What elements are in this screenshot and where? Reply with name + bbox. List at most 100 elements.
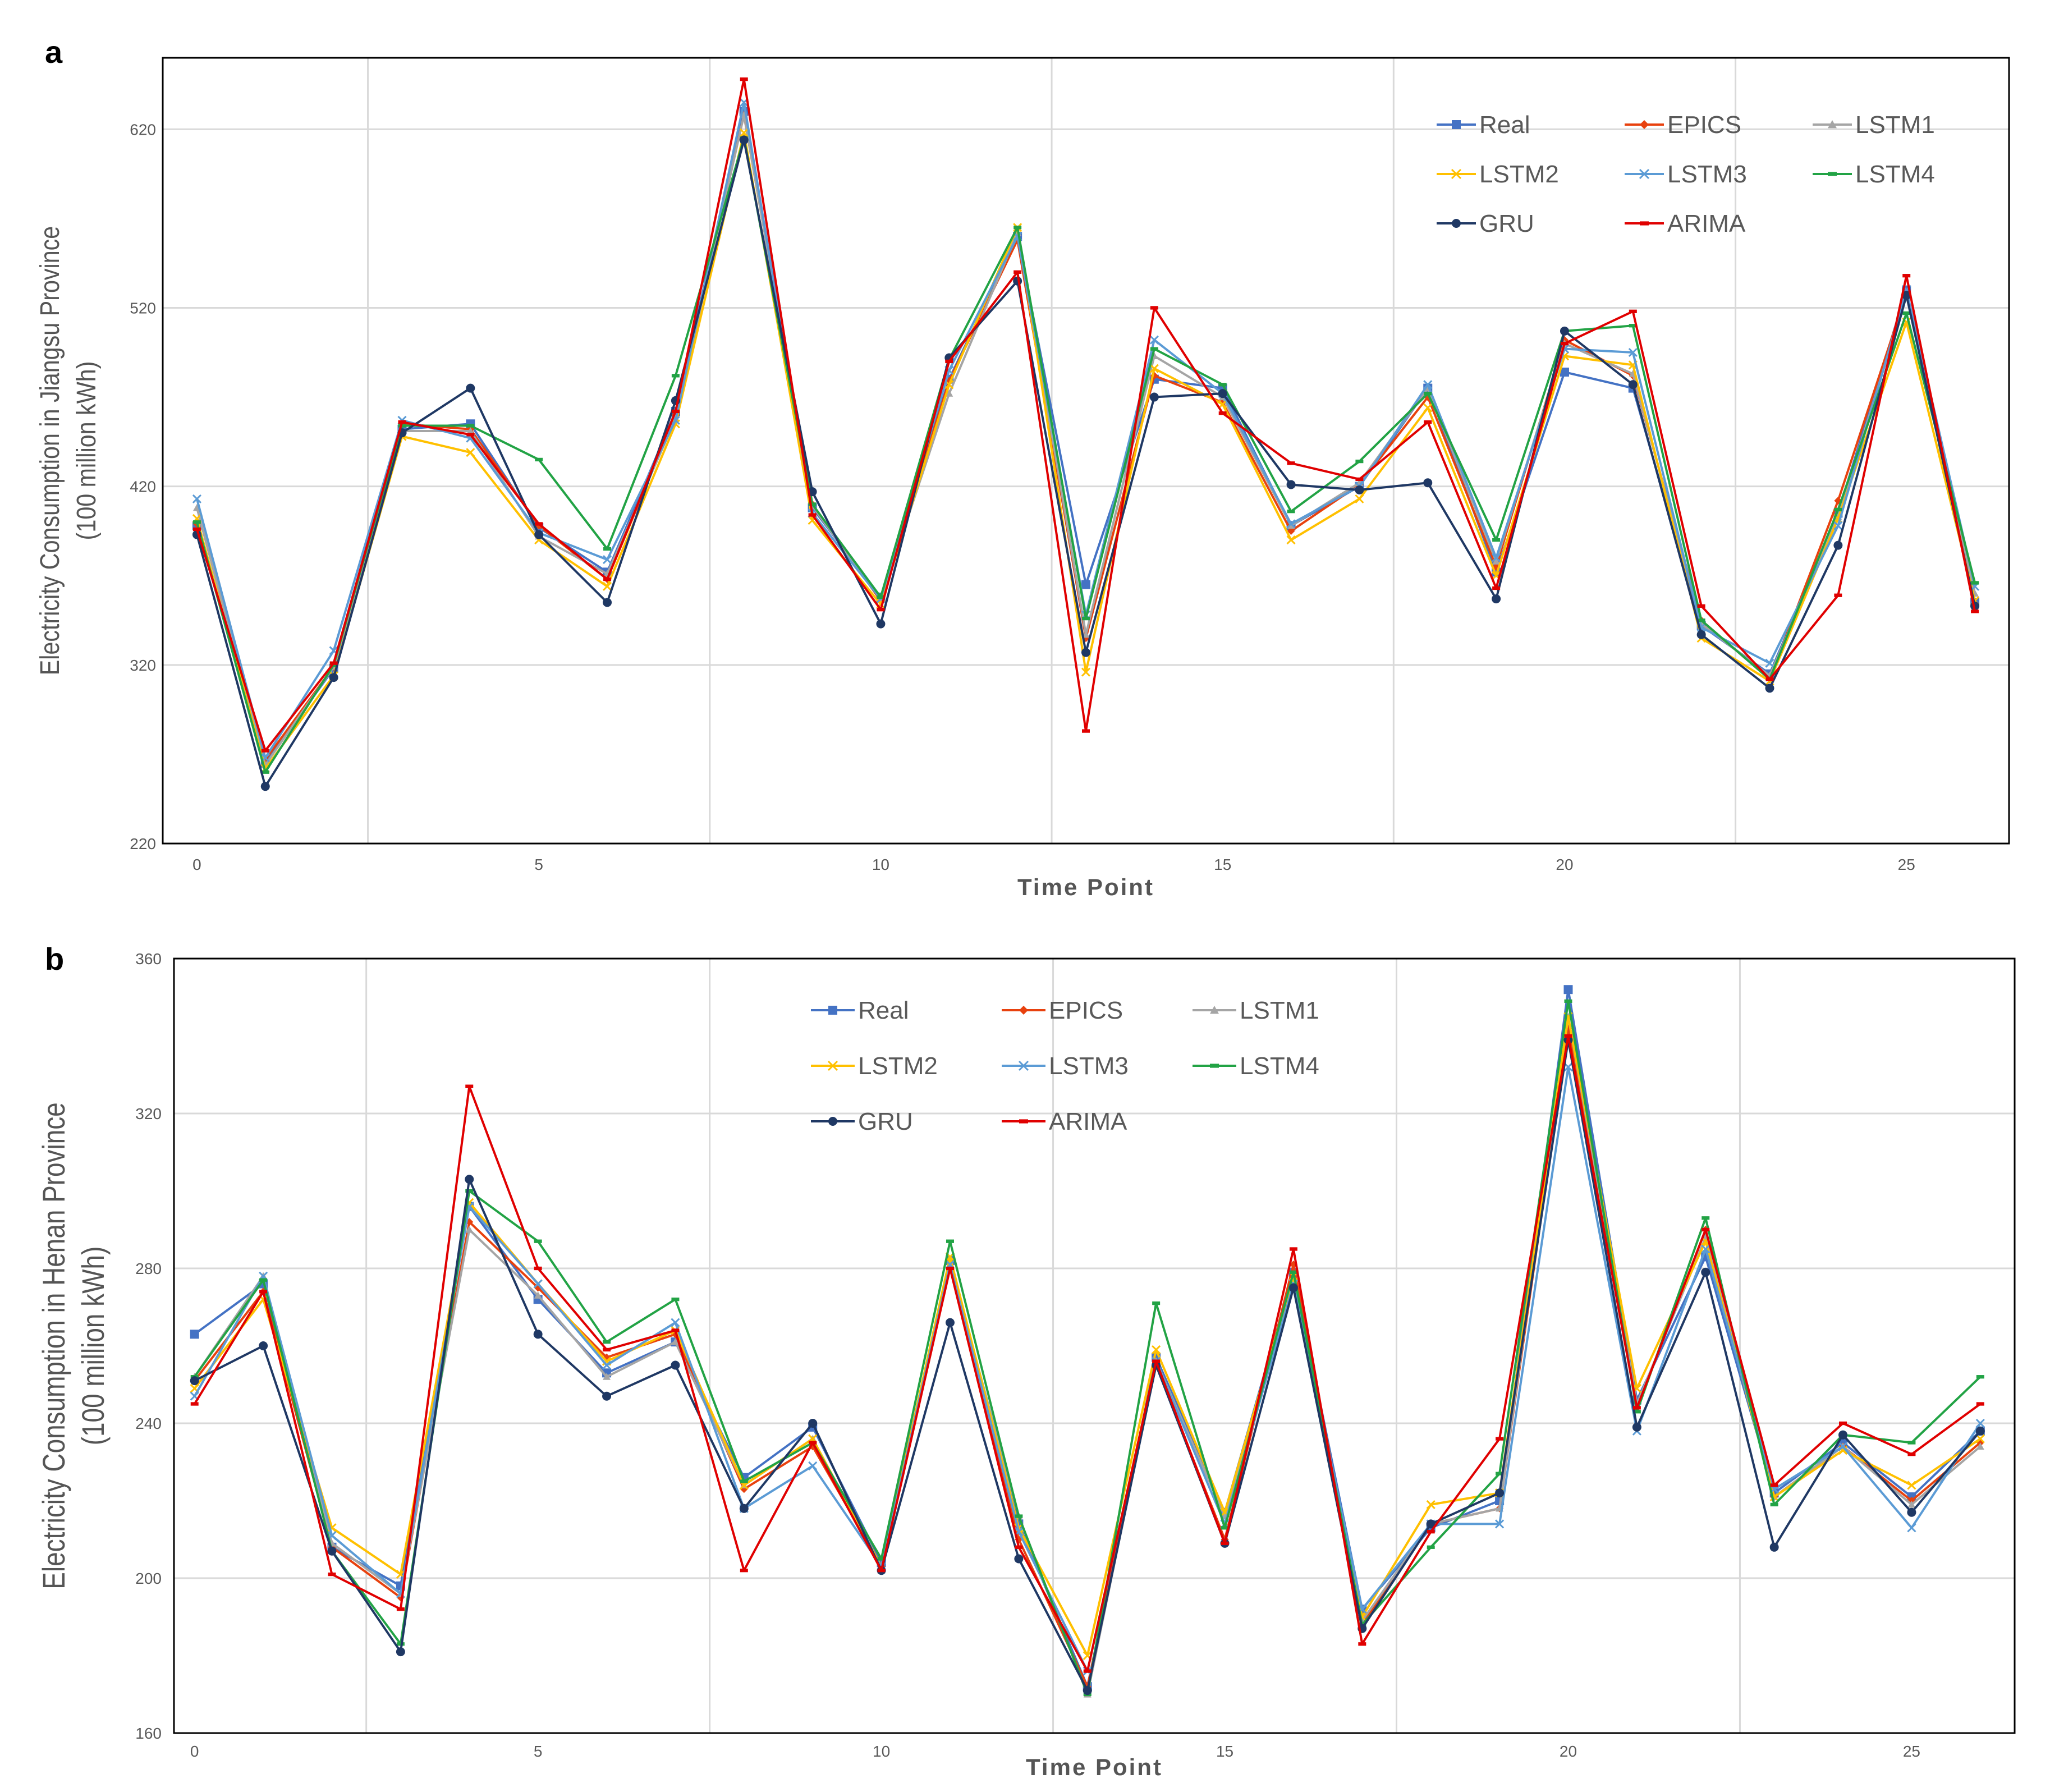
data-point: [877, 1569, 886, 1573]
data-point: [1492, 557, 1501, 565]
data-point: [1834, 507, 1842, 512]
x-tick-label: 0: [190, 1743, 199, 1760]
data-point: [1629, 324, 1637, 328]
data-point: [1560, 326, 1569, 336]
data-point: [1150, 347, 1158, 351]
legend-item-arima: ARIMA: [1625, 210, 1746, 237]
data-point: [1149, 335, 1159, 345]
data-point: [1971, 581, 1979, 585]
data-point: [534, 1239, 542, 1243]
y-axis-label-b-line1: Electricity Consumption in Henan Provinc…: [36, 1102, 71, 1589]
legend-item-gru: GRU: [1437, 210, 1534, 237]
data-point: [1492, 594, 1501, 604]
panel-label-b: b: [45, 941, 64, 977]
legend-marker: [1451, 168, 1462, 180]
data-point: [1015, 1545, 1023, 1549]
data-point: [1560, 368, 1569, 377]
data-point: [534, 530, 544, 539]
data-point: [1355, 477, 1364, 482]
data-point: [1013, 226, 1022, 230]
data-point: [1013, 270, 1022, 274]
data-point: [1628, 347, 1638, 358]
legend-label: LSTM3: [1667, 161, 1747, 188]
data-point: [1287, 461, 1295, 465]
data-point: [192, 494, 201, 503]
data-point: [739, 135, 749, 145]
y-tick-label: 320: [130, 657, 156, 674]
data-point: [396, 1647, 405, 1657]
data-point: [740, 77, 748, 81]
data-point: [1564, 999, 1572, 1003]
legend-marker: [1452, 120, 1461, 129]
data-point: [1902, 291, 1911, 300]
data-point: [1770, 1502, 1778, 1507]
data-point: [190, 1330, 199, 1339]
data-point: [602, 555, 612, 565]
data-point: [1838, 1442, 1848, 1451]
x-tick-label: 20: [1560, 1743, 1577, 1760]
data-point: [1355, 494, 1364, 503]
data-point: [466, 433, 475, 437]
legend-label: LSTM3: [1049, 1052, 1129, 1080]
data-point: [1424, 392, 1432, 396]
x-axis-ticks-b: 0 5 10 15 20 25: [190, 1743, 1920, 1760]
data-point: [945, 1318, 955, 1327]
legend-label: EPICS: [1667, 111, 1741, 139]
legend-label: EPICS: [1049, 997, 1123, 1024]
data-point: [1081, 580, 1090, 589]
data-point: [1971, 609, 1979, 613]
data-point: [602, 1360, 612, 1370]
panel-label-a: a: [45, 34, 63, 70]
legend-a: Real EPICS LSTM1 LSTM2 LSTM3 LSTM4 GRU ARIMA: [1437, 111, 1935, 237]
data-point: [1838, 1430, 1848, 1440]
data-point: [1355, 459, 1364, 464]
y-tick-label: 240: [135, 1415, 162, 1432]
data-point: [808, 1461, 818, 1470]
data-point: [808, 513, 817, 517]
x-tick-label: 15: [1216, 1743, 1233, 1760]
legend-label: ARIMA: [1667, 210, 1746, 237]
data-point: [1632, 1410, 1641, 1414]
x-axis-label-a: Time Point: [1017, 874, 1154, 900]
data-point: [1560, 341, 1569, 346]
data-point: [1907, 1481, 1916, 1490]
data-point: [1976, 1402, 1984, 1406]
data-point: [1697, 618, 1705, 622]
legend-marker: [1210, 1064, 1219, 1068]
data-point: [1495, 1519, 1505, 1529]
data-point: [1149, 392, 1159, 402]
legend-marker: [828, 1117, 837, 1126]
data-point: [809, 1441, 817, 1445]
data-point: [946, 1239, 954, 1243]
data-point: [739, 128, 749, 138]
data-point: [603, 547, 612, 551]
data-point: [1015, 1514, 1023, 1518]
data-point: [1975, 1434, 1985, 1443]
x-tick-label: 5: [534, 1743, 543, 1760]
data-point: [259, 1290, 268, 1294]
data-point: [329, 673, 338, 682]
legend-label: GRU: [1479, 210, 1534, 237]
legend-label: LSTM4: [1240, 1052, 1319, 1080]
legend-item-epics: EPICS: [1625, 111, 1741, 139]
data-point: [1632, 1422, 1641, 1432]
x-tick-label: 10: [872, 856, 889, 873]
x-tick-label: 5: [534, 856, 543, 873]
series-arima: [190, 1034, 1984, 1673]
legend-item-lstm1: LSTM1: [1193, 997, 1319, 1024]
data-point: [603, 1373, 611, 1380]
data-point: [261, 749, 269, 753]
legend-marker: [827, 1060, 838, 1071]
data-point: [259, 1341, 268, 1350]
legend-item-epics: EPICS: [1002, 997, 1123, 1024]
data-point: [671, 1298, 680, 1301]
data-point: [1495, 1488, 1505, 1498]
data-point: [1286, 535, 1296, 545]
data-point: [192, 520, 201, 524]
data-point: [1081, 648, 1090, 657]
data-point: [1286, 519, 1296, 529]
data-point: [1152, 1345, 1161, 1354]
data-point: [1976, 1375, 1984, 1379]
data-point: [808, 502, 817, 506]
